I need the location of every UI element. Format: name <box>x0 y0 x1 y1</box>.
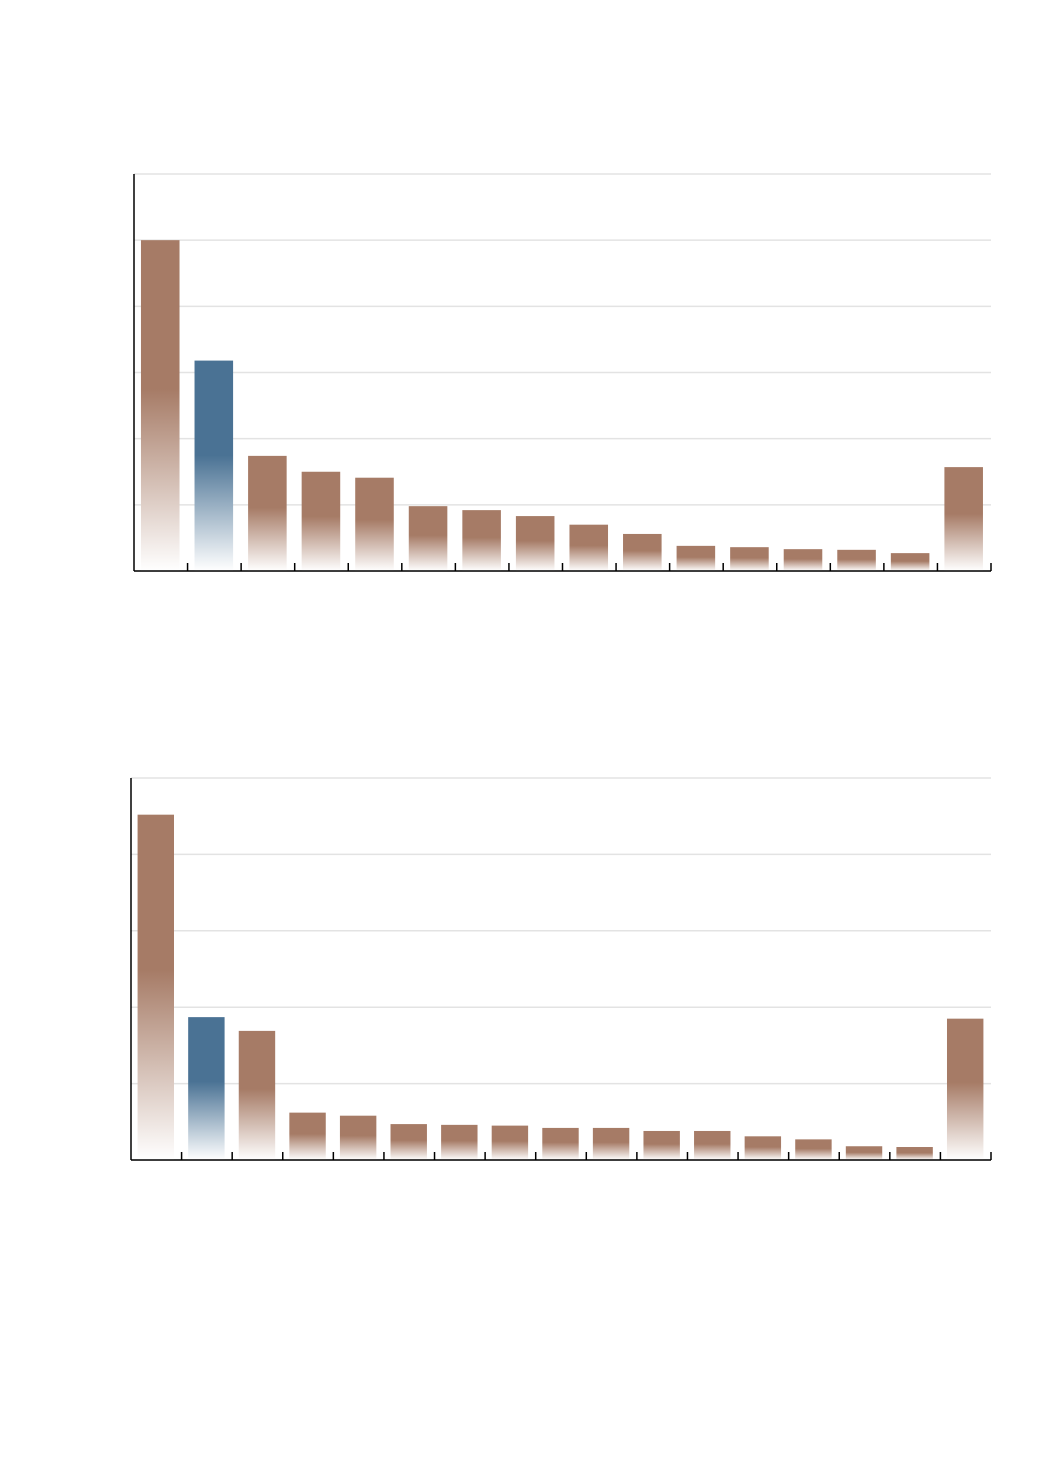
bar <box>795 1139 832 1160</box>
bar <box>694 1130 731 1160</box>
bar <box>137 814 174 1160</box>
bar <box>837 549 876 571</box>
bar <box>301 471 341 571</box>
bar <box>542 1127 579 1160</box>
bar <box>623 533 662 571</box>
bar <box>944 467 983 571</box>
bar <box>783 549 823 571</box>
bar <box>462 510 501 571</box>
bar <box>592 1127 630 1160</box>
bar <box>491 1125 529 1160</box>
bar <box>390 1124 427 1160</box>
bar <box>515 516 555 571</box>
bar <box>946 1018 984 1160</box>
bar <box>355 477 394 571</box>
bar <box>238 1030 276 1160</box>
bar <box>441 1124 478 1160</box>
bar <box>730 547 769 571</box>
bar <box>408 506 448 571</box>
bar <box>845 1146 883 1160</box>
bar <box>676 545 716 571</box>
bar <box>188 1017 225 1160</box>
bar <box>569 524 609 571</box>
bar <box>289 1112 326 1160</box>
bar <box>643 1130 680 1160</box>
bar <box>194 360 234 571</box>
bar <box>744 1136 782 1160</box>
bar <box>339 1115 377 1160</box>
bar <box>248 455 287 571</box>
bar <box>890 553 930 571</box>
bar <box>140 240 180 571</box>
bar <box>896 1147 933 1160</box>
